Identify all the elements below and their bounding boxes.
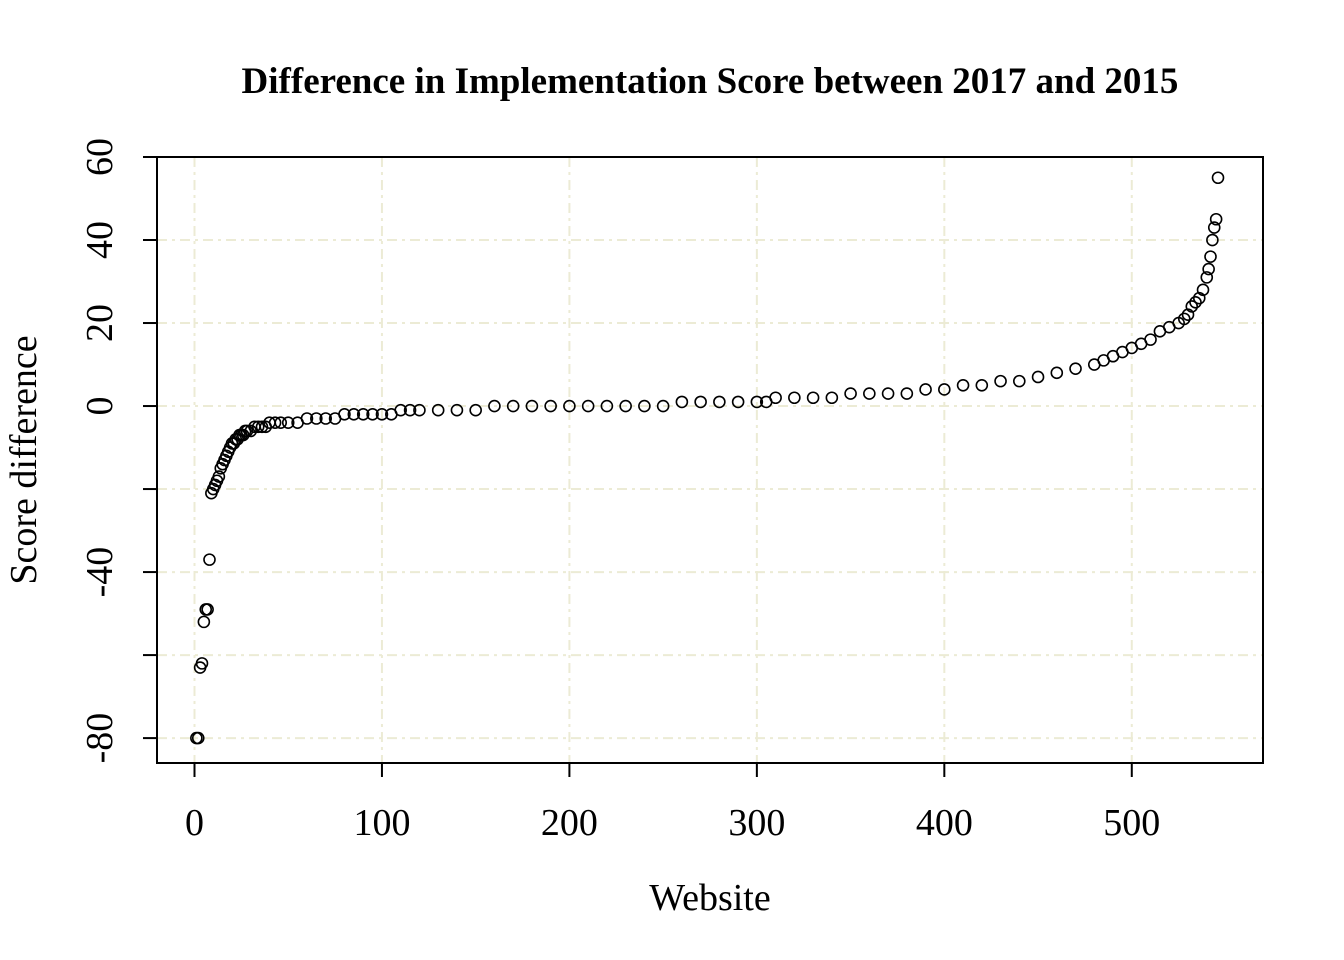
data-point (619, 399, 632, 413)
data-point (881, 387, 895, 400)
y-tick-label: 0 (79, 397, 121, 416)
data-point (274, 416, 288, 429)
data-point (1031, 370, 1045, 384)
plot-frame (156, 156, 1264, 764)
data-point (975, 378, 989, 392)
data-point (1069, 362, 1082, 375)
data-point (403, 403, 417, 417)
x-tick-label: 0 (185, 802, 204, 844)
data-point (994, 374, 1007, 388)
x-tick-label: 400 (916, 802, 973, 844)
data-point (255, 420, 269, 434)
data-point (788, 391, 801, 405)
data-point (251, 420, 265, 434)
data-point (600, 399, 614, 413)
x-tick-label: 300 (728, 802, 785, 844)
data-point (1207, 221, 1221, 234)
data-point (656, 399, 670, 413)
data-point (919, 383, 932, 396)
data-point (300, 412, 314, 425)
data-point (1177, 312, 1191, 326)
data-point (347, 408, 361, 421)
data-point (675, 395, 689, 409)
x-tick-label: 200 (541, 802, 598, 844)
data-point (1013, 374, 1026, 388)
data-point (356, 408, 370, 421)
data-point (544, 399, 557, 413)
data-point (731, 395, 745, 409)
data-point (431, 403, 445, 417)
y-tick-label: -40 (79, 547, 121, 598)
data-point (581, 399, 595, 413)
y-tick-label: 40 (79, 221, 121, 259)
grid (157, 156, 1263, 763)
data-point (1050, 366, 1064, 380)
data-point (212, 470, 226, 483)
data-point (563, 399, 576, 413)
data-point (806, 391, 820, 405)
data-point (1209, 212, 1223, 226)
data-point (195, 657, 209, 670)
data-point (366, 408, 379, 421)
y-tick-label: 60 (79, 138, 121, 176)
chart-title: Difference in Implementation Score betwe… (242, 61, 1179, 102)
data-point (1181, 308, 1195, 322)
data-point (375, 408, 389, 421)
data-point (1189, 295, 1202, 309)
data-point (713, 395, 726, 409)
data-point (201, 603, 214, 616)
data-point (191, 731, 205, 745)
data-point (413, 403, 426, 417)
data-point (319, 412, 333, 425)
data-point (1144, 333, 1157, 346)
data-point (1200, 271, 1214, 284)
data-point (240, 424, 254, 438)
data-point (506, 399, 520, 413)
y-tick-label: -80 (79, 713, 121, 764)
data-point (469, 403, 482, 417)
data-point (281, 416, 295, 429)
data-point (1185, 300, 1199, 313)
y-tick-label: 20 (79, 304, 121, 342)
x-tick-label: 100 (353, 802, 410, 844)
data-point (488, 399, 501, 413)
data-point (1206, 233, 1219, 247)
data-point (863, 387, 876, 400)
y-axis-title: Score difference (3, 335, 45, 584)
data-point (1196, 283, 1210, 297)
data-point (450, 403, 464, 417)
data-point (1202, 262, 1215, 276)
data-point (268, 416, 282, 429)
data-point (338, 408, 351, 421)
data-point (244, 424, 258, 438)
data-point (769, 391, 782, 405)
data-point (1192, 291, 1206, 305)
data-points (190, 171, 1225, 745)
data-point (638, 399, 651, 413)
data-point (900, 387, 914, 400)
data-point (394, 403, 407, 417)
data-point (525, 399, 539, 413)
data-point (694, 395, 707, 409)
data-point (197, 615, 211, 629)
data-point (750, 395, 764, 409)
data-point (938, 383, 951, 396)
data-point (825, 391, 839, 405)
data-point (956, 378, 970, 392)
x-tick-label: 500 (1103, 802, 1160, 844)
data-point (203, 553, 216, 566)
x-axis-title: Website (649, 877, 770, 919)
data-point (844, 387, 857, 400)
axes: 0 100 200 300 400 500 -80 -40 0 20 40 60 (79, 138, 1160, 844)
data-point (310, 412, 323, 425)
data-point (1204, 250, 1217, 263)
data-point (1211, 171, 1225, 185)
